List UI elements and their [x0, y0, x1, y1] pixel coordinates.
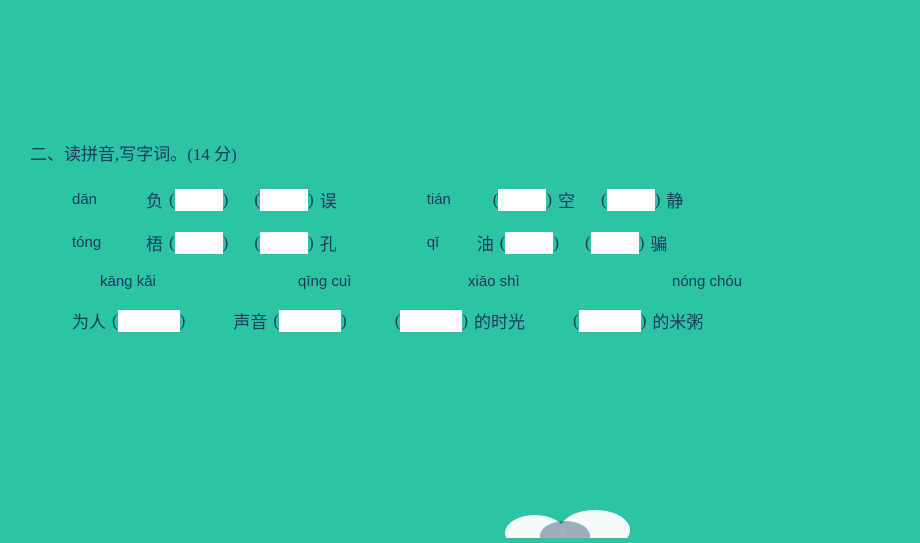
fill-group-3c: ( ) 的时光: [395, 308, 525, 333]
fill-group-3b: 声音 ( ): [233, 308, 346, 333]
pinyin-nongchou: nóng chóu: [672, 273, 742, 290]
blank-input[interactable]: [175, 232, 223, 254]
fill-group-2a: 梧 ( ): [146, 230, 228, 255]
section-title: 二、读拼音,写字词。(14 分): [30, 140, 920, 165]
pinyin-xiaoshi: xiāo shì: [468, 273, 672, 290]
pinyin-kangkai: kāng kǎi: [100, 273, 298, 290]
blank-input[interactable]: [579, 310, 641, 332]
blank-input[interactable]: [279, 310, 341, 332]
blank-input[interactable]: [175, 189, 223, 211]
pinyin-tong: tóng: [72, 234, 101, 251]
fill-group-1b: ( ) 误: [254, 187, 336, 212]
blank-input[interactable]: [498, 189, 546, 211]
fill-group-1d: ( ) 静: [601, 187, 683, 212]
pinyin-qi: qī: [427, 234, 440, 251]
blank-input[interactable]: [505, 232, 553, 254]
fill-group-2d: ( ) 骗: [585, 230, 667, 255]
blank-input[interactable]: [260, 232, 308, 254]
blank-input[interactable]: [591, 232, 639, 254]
fill-group-3d: ( ) 的米粥: [573, 308, 703, 333]
fill-group-1a: 负 ( ): [146, 187, 228, 212]
pinyin-qingcui: qīng cuì: [298, 273, 468, 290]
fill-group-3a: 为人 ( ): [72, 308, 185, 333]
row-3-pinyin: kāng kǎi qīng cuì xiāo shì nóng chóu: [30, 273, 920, 290]
row-1: dān 负 ( ) ( ) 误 tián ( ) 空 ( ): [30, 187, 920, 212]
blank-input[interactable]: [260, 189, 308, 211]
fill-group-1c: ( ) 空: [493, 187, 575, 212]
fill-group-2b: ( ) 孔: [254, 230, 336, 255]
fill-group-2c: 油 ( ): [477, 230, 559, 255]
worksheet-content: 二、读拼音,写字词。(14 分) dān 负 ( ) ( ) 误 tián ( …: [0, 0, 920, 333]
blank-input[interactable]: [607, 189, 655, 211]
blank-input[interactable]: [118, 310, 180, 332]
row-2: tóng 梧 ( ) ( ) 孔 qī 油 ( ) ( ): [30, 230, 920, 255]
row-3: 为人 ( ) 声音 ( ) ( ) 的时光 ( ) 的米粥: [30, 308, 920, 333]
pinyin-dan: dān: [72, 191, 97, 208]
pinyin-tian: tián: [427, 191, 451, 208]
decoration-icon: [500, 488, 640, 538]
blank-input[interactable]: [400, 310, 462, 332]
